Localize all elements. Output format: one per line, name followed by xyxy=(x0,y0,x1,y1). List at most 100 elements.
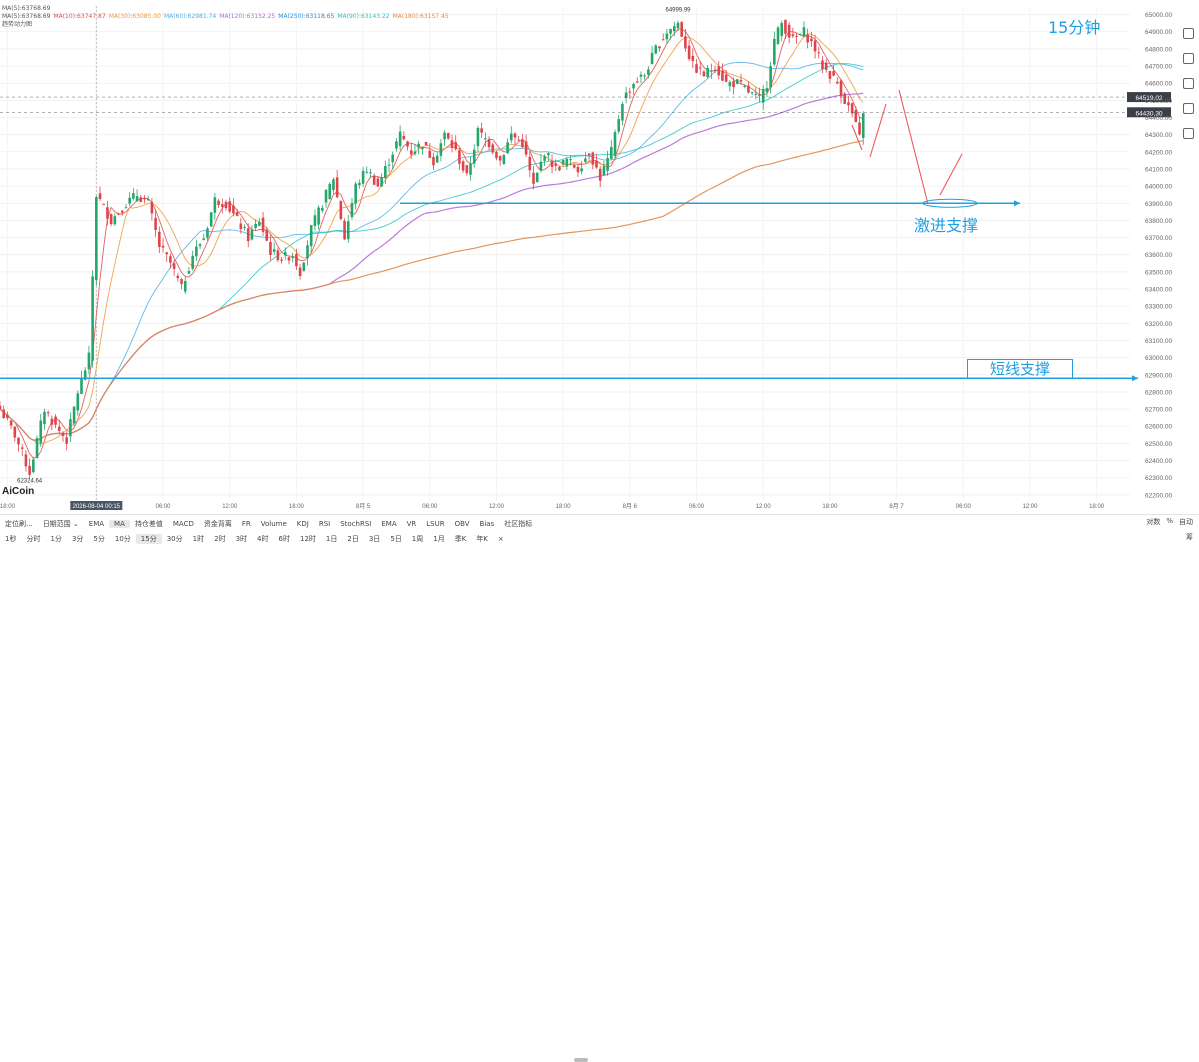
x-tick-label: 06:00 xyxy=(156,504,172,510)
candle-body xyxy=(17,437,20,445)
candle-body xyxy=(272,249,276,252)
interval-tab[interactable]: × xyxy=(497,535,504,543)
indicator-tab[interactable]: StochRSI xyxy=(340,520,372,528)
candle-body xyxy=(54,416,57,425)
interval-tab[interactable]: 2时 xyxy=(214,535,226,543)
x-tick-label: 18:00 xyxy=(822,504,838,510)
candle-body xyxy=(795,36,798,38)
y-tick-label: 62600.00 xyxy=(1145,424,1172,431)
scroll-handle[interactable] xyxy=(574,1058,588,1062)
y-tick-label: 63500.00 xyxy=(1145,269,1172,276)
x-tick-label: 18:00 xyxy=(556,504,572,510)
candle-body xyxy=(87,352,91,370)
candle-body xyxy=(69,419,72,437)
indicator-tab[interactable]: 持仓差值 xyxy=(134,520,163,528)
candlestick-chart[interactable]: 64519.02 64430.30 64999.99 62324.64 62200.0… xyxy=(0,0,1199,551)
candle-body xyxy=(361,170,365,184)
candle-body xyxy=(0,405,2,410)
candle-body xyxy=(57,426,61,431)
interval-tab[interactable]: 12时 xyxy=(299,535,316,543)
tool-icon[interactable] xyxy=(1183,78,1194,89)
interval-tab[interactable]: 分时 xyxy=(26,535,41,543)
interval-tab[interactable]: 1月 xyxy=(433,535,445,543)
candle-body xyxy=(802,27,806,37)
indicator-tab[interactable]: MACD xyxy=(172,520,194,528)
indicator-tab[interactable]: OBV xyxy=(454,520,470,528)
indicator-tab[interactable]: LSUR xyxy=(426,520,445,528)
scale-option[interactable]: 自动 xyxy=(1179,518,1193,526)
interval-tab[interactable]: 1时 xyxy=(192,535,205,543)
scale-option[interactable]: 对数 xyxy=(1146,518,1161,526)
indicator-tab[interactable]: 定位刷... xyxy=(5,520,33,528)
indicator-tab[interactable]: RSI xyxy=(318,520,331,528)
indicator-tab[interactable]: EMA xyxy=(381,520,397,528)
y-axis: 62200.00 62300.00 62400.00 62500.00 62600.00… xyxy=(1145,12,1172,499)
candle-body xyxy=(635,81,639,83)
interval-tab[interactable]: 15分 xyxy=(135,534,162,544)
interval-right-label[interactable]: 筹 xyxy=(1186,533,1193,541)
tool-icon[interactable] xyxy=(1183,103,1194,114)
candle-body xyxy=(613,132,617,156)
indicator-tab[interactable]: KDJ xyxy=(296,520,309,528)
indicator-tab[interactable]: MA xyxy=(109,520,130,528)
interval-tab[interactable]: 3日 xyxy=(368,535,381,543)
interval-tab[interactable]: 1分 xyxy=(50,535,62,543)
interval-tab[interactable]: 季K xyxy=(454,535,467,543)
tool-icon[interactable] xyxy=(1183,53,1194,64)
interval-tab[interactable]: 1日 xyxy=(325,535,338,543)
interval-tab[interactable]: 1周 xyxy=(411,535,424,543)
candle-body xyxy=(446,132,450,139)
interval-tab[interactable]: 5分 xyxy=(93,535,105,543)
candle-body xyxy=(513,133,517,138)
indicator-tab[interactable]: FR xyxy=(241,520,251,528)
ma-legend-row1: MA(5):63768.69 xyxy=(2,5,452,13)
tool-icon[interactable] xyxy=(1183,28,1194,39)
scale-option[interactable]: % xyxy=(1166,517,1173,525)
interval-tab[interactable]: 1秒 xyxy=(5,535,17,543)
x-tick-label: 18:00 xyxy=(1089,504,1105,510)
cursor-time-bg xyxy=(70,501,123,510)
candle-body xyxy=(428,150,432,158)
candle-body xyxy=(643,75,646,77)
x-tick-label: 8月 7 xyxy=(889,503,904,510)
indicator-tab[interactable]: 资金背离 xyxy=(203,520,232,528)
interval-tab[interactable]: 4时 xyxy=(257,535,269,543)
interval-tab[interactable]: 10分 xyxy=(114,535,131,543)
indicator-tab[interactable]: EMA xyxy=(88,520,105,528)
candle-body xyxy=(621,103,624,121)
indicator-tab[interactable]: 社区指标 xyxy=(504,520,533,528)
interval-right[interactable]: 筹 xyxy=(1186,532,1193,542)
candle-body xyxy=(572,165,576,168)
candle-body xyxy=(117,213,120,215)
candle-body xyxy=(602,166,606,175)
interval-tab[interactable]: 5日 xyxy=(390,535,402,543)
candle-body xyxy=(350,203,354,218)
interval-tab[interactable]: 3分 xyxy=(71,535,84,543)
candle-body xyxy=(502,155,506,165)
candle-body xyxy=(761,89,765,103)
interval-tab[interactable]: 6时 xyxy=(278,535,290,543)
candle-body xyxy=(539,161,543,171)
candle-body xyxy=(517,139,520,141)
tool-icon[interactable] xyxy=(1183,128,1194,139)
y-tick-label: 62500.00 xyxy=(1145,441,1172,448)
interval-tab[interactable]: 30分 xyxy=(166,535,183,543)
indicator-tab[interactable]: Volume xyxy=(260,520,287,528)
x-tick-label: 12:00 xyxy=(222,504,238,510)
interval-tab[interactable]: 年K xyxy=(476,535,488,543)
indicator-tab[interactable]: 日期范围 ⌄ xyxy=(42,520,79,528)
candle-body xyxy=(250,229,254,240)
indicator-tab[interactable]: VR xyxy=(406,520,417,528)
candle-body xyxy=(569,159,572,161)
candle-body xyxy=(773,38,776,65)
ma-legend-item: MA(5):63768.69 xyxy=(2,13,51,20)
candle-body xyxy=(836,81,839,84)
candle-body xyxy=(791,34,795,37)
y-tick-label: 64500.00 xyxy=(1145,98,1172,105)
y-tick-label: 65000.00 xyxy=(1145,12,1172,19)
interval-tab[interactable]: 2日 xyxy=(347,535,359,543)
candle-body xyxy=(817,52,821,54)
interval-tab[interactable]: 3时 xyxy=(235,535,248,543)
candle-body xyxy=(813,40,817,52)
indicator-tab[interactable]: Bias xyxy=(479,520,495,528)
